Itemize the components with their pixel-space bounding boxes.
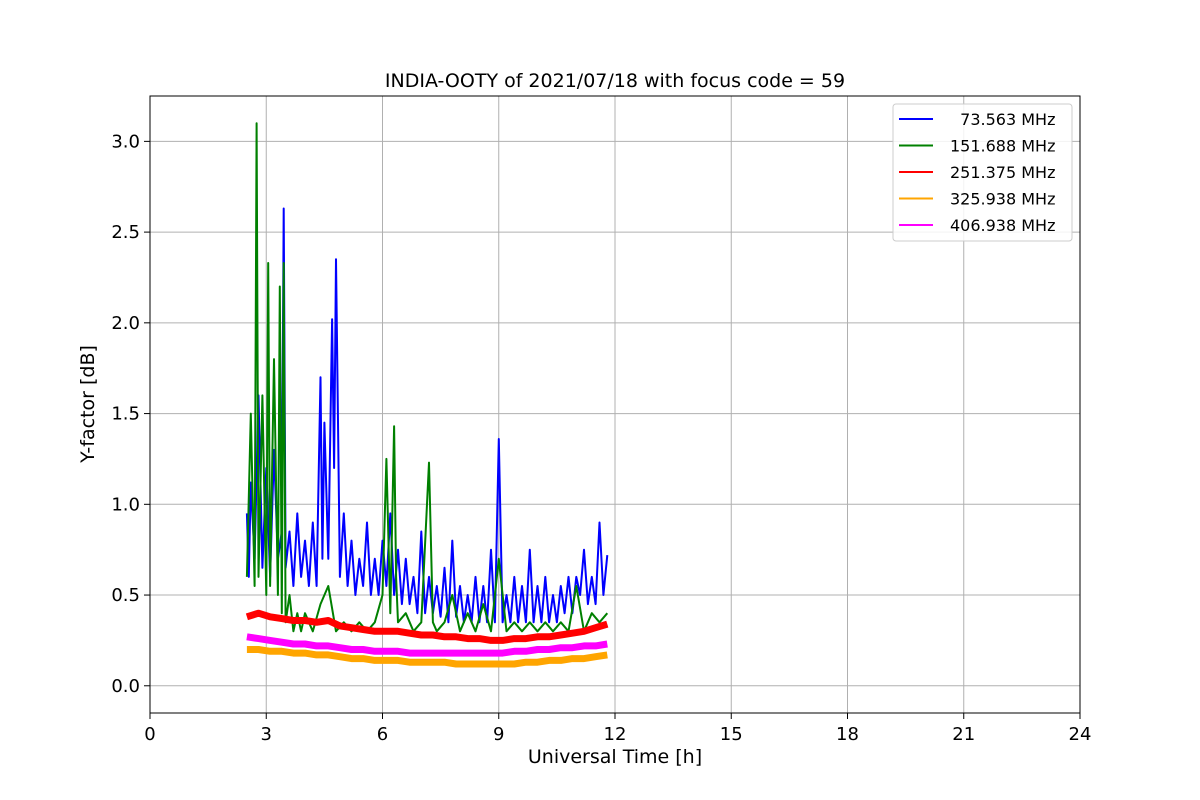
grid [149, 96, 1081, 713]
x-tick-label: 12 [604, 724, 627, 745]
x-tick-label: 0 [144, 724, 155, 745]
legend-label-0: 73.563 MHz [950, 110, 1055, 129]
series-layer [245, 122, 609, 668]
x-tick-label: 24 [1069, 724, 1092, 745]
legend-box [892, 103, 1073, 242]
chart-title: INDIA-OOTY of 2021/07/18 with focus code… [385, 70, 845, 92]
y-tick-label: 2.0 [111, 313, 140, 334]
y-axis-label: Y-factor [dB] [77, 345, 99, 464]
legend-label-3: 325.938 MHz [950, 190, 1055, 209]
ticks: 0 3 6 9 12 15 18 21 24 0.0 0.5 1.0 1.5 2.0 2.5 3.0 [111, 131, 1091, 745]
y-tick-label: 2.5 [111, 222, 140, 243]
series-line-2 [245, 609, 609, 644]
x-axis-label: Universal Time [h] [528, 746, 702, 768]
legend: 73.563 MHz 151.688 MHz 251.375 MHz 325.938 … [892, 103, 1073, 242]
series-line-0 [245, 207, 609, 624]
legend-label-2: 251.375 MHz [950, 163, 1055, 182]
x-tick-label: 15 [720, 724, 743, 745]
x-tick-label: 21 [952, 724, 975, 745]
series-line-1 [245, 122, 609, 633]
x-tick-label: 9 [493, 724, 504, 745]
y-tick-label: 0.5 [111, 585, 140, 606]
x-tick-label: 18 [836, 724, 859, 745]
x-tick-label: 6 [377, 724, 388, 745]
legend-label-1: 151.688 MHz [950, 137, 1055, 156]
y-tick-label: 3.0 [111, 131, 140, 152]
series-line-4 [246, 633, 608, 657]
x-tick-label: 3 [261, 724, 272, 745]
y-tick-label: 1.5 [111, 404, 140, 425]
y-tick-label: 0.0 [111, 676, 140, 697]
y-tick-label: 1.0 [111, 494, 140, 515]
legend-label-4: 406.938 MHz [950, 216, 1055, 235]
series-line-3 [246, 646, 608, 668]
